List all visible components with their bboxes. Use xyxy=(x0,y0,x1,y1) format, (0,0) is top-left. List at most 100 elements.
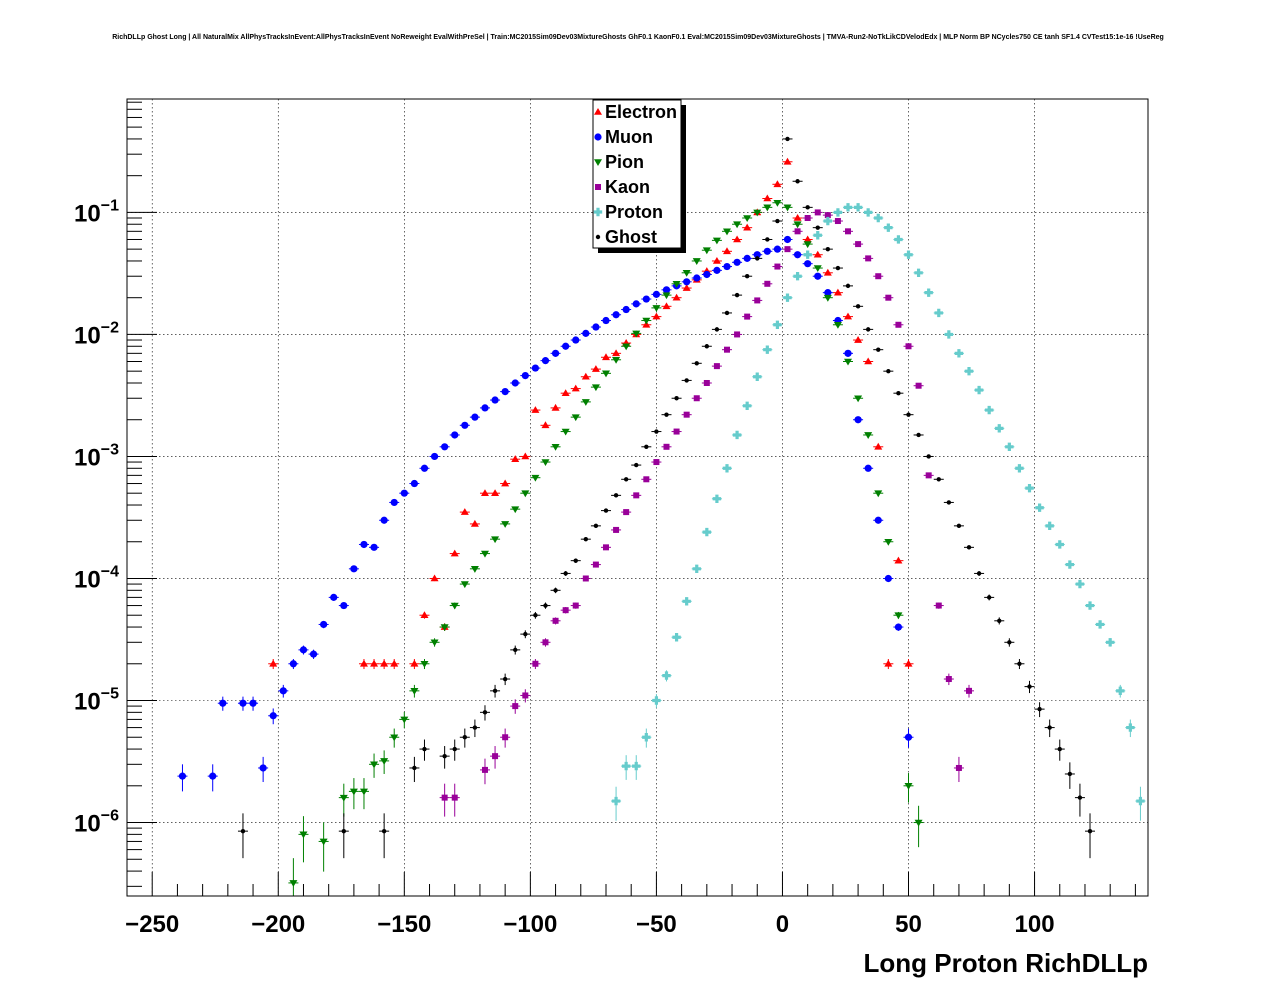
pion-point xyxy=(400,716,409,724)
muon-point xyxy=(249,699,257,707)
proton-point xyxy=(621,761,631,771)
muon-point xyxy=(219,699,227,707)
series-proton xyxy=(611,203,1146,821)
x-tick-label: −200 xyxy=(251,911,305,938)
electron-point xyxy=(874,442,883,450)
kaon-point xyxy=(592,561,599,568)
ghost-point xyxy=(462,735,468,740)
kaon-point xyxy=(713,363,720,370)
pion-point xyxy=(914,819,923,827)
ghost-point xyxy=(482,710,488,715)
pion-point xyxy=(440,624,449,632)
ghost-point xyxy=(966,545,972,550)
legend-item-kaon: Kaon xyxy=(595,177,650,197)
ghost-point xyxy=(381,828,387,834)
y-tick-label: 10−3 xyxy=(74,441,119,471)
proton-point xyxy=(742,401,752,411)
legend-item-proton: Proton xyxy=(593,202,663,222)
proton-point xyxy=(632,761,641,771)
electron-point xyxy=(541,421,550,429)
legend-box xyxy=(592,99,682,249)
pion-point xyxy=(894,612,903,620)
electron-point xyxy=(269,659,278,667)
ghost-point xyxy=(1027,684,1032,689)
ghost-point xyxy=(1067,771,1073,777)
muon-point xyxy=(541,357,550,365)
legend-marker-pion xyxy=(594,159,602,166)
proton-point xyxy=(823,216,833,226)
ghost-point xyxy=(492,688,498,694)
ghost-point xyxy=(714,327,720,332)
proton-point xyxy=(642,733,651,742)
x-tick-label: −50 xyxy=(636,911,677,938)
pion-point xyxy=(793,221,802,229)
kaon-point xyxy=(885,294,892,301)
ghost-point xyxy=(825,246,831,252)
ghost-point xyxy=(926,454,931,459)
kaon-point xyxy=(532,660,539,667)
proton-point xyxy=(803,250,812,259)
pion-point xyxy=(571,414,580,422)
muon-point xyxy=(420,464,429,472)
proton-point xyxy=(1005,442,1014,451)
kaon-point xyxy=(834,218,841,225)
pion-point xyxy=(430,639,439,647)
electron-point xyxy=(652,312,661,320)
pion-point xyxy=(339,794,348,802)
muon-point xyxy=(511,379,519,387)
muon-point xyxy=(572,336,580,344)
proton-point xyxy=(884,223,893,232)
proton-point xyxy=(682,597,691,606)
pion-point xyxy=(541,459,550,467)
pion-point xyxy=(410,688,419,695)
pion-point xyxy=(491,536,500,544)
electron-point xyxy=(430,574,439,582)
electron-point xyxy=(722,247,731,255)
proton-point xyxy=(984,405,994,415)
ghost-point xyxy=(1017,661,1022,666)
proton-point xyxy=(1085,601,1095,610)
ghost-point xyxy=(805,205,810,210)
ghost-point xyxy=(674,396,679,401)
y-tick-label: 10−5 xyxy=(74,686,119,716)
kaon-point xyxy=(582,575,589,582)
pion-point xyxy=(380,758,389,765)
muon-point xyxy=(410,479,418,488)
electron-point xyxy=(591,365,600,372)
ghost-point xyxy=(795,179,800,184)
series-pion xyxy=(288,199,924,896)
muon-point xyxy=(693,274,701,282)
kaon-point xyxy=(512,703,519,710)
ghost-point xyxy=(775,218,780,224)
pion-point xyxy=(561,428,570,436)
proton-point xyxy=(954,349,964,358)
ghost-point xyxy=(452,746,457,752)
ghost-point xyxy=(583,536,589,542)
proton-point xyxy=(753,372,762,381)
muon-point xyxy=(178,772,187,780)
proton-point xyxy=(833,208,843,217)
pion-point xyxy=(844,358,853,366)
ghost-point xyxy=(986,595,992,600)
kaon-point xyxy=(764,280,771,287)
electron-point xyxy=(551,403,560,411)
pion-point xyxy=(753,209,762,217)
muon-point xyxy=(864,464,872,472)
proton-point xyxy=(863,208,873,217)
ghost-point xyxy=(724,310,730,316)
kaon-point xyxy=(845,228,852,235)
ghost-point xyxy=(956,523,962,529)
pion-point xyxy=(632,330,641,338)
legend-label-ghost: Ghost xyxy=(605,227,657,247)
pion-point xyxy=(551,443,560,451)
muon-point xyxy=(289,660,297,668)
ghost-point xyxy=(684,378,689,383)
pion-point xyxy=(420,660,429,668)
proton-point xyxy=(773,320,782,329)
kaon-point xyxy=(966,687,973,694)
kaon-point xyxy=(935,602,942,609)
proton-point xyxy=(1025,483,1034,493)
x-tick-label: 100 xyxy=(1015,911,1055,938)
electron-point xyxy=(783,157,792,165)
pion-point xyxy=(854,395,863,403)
